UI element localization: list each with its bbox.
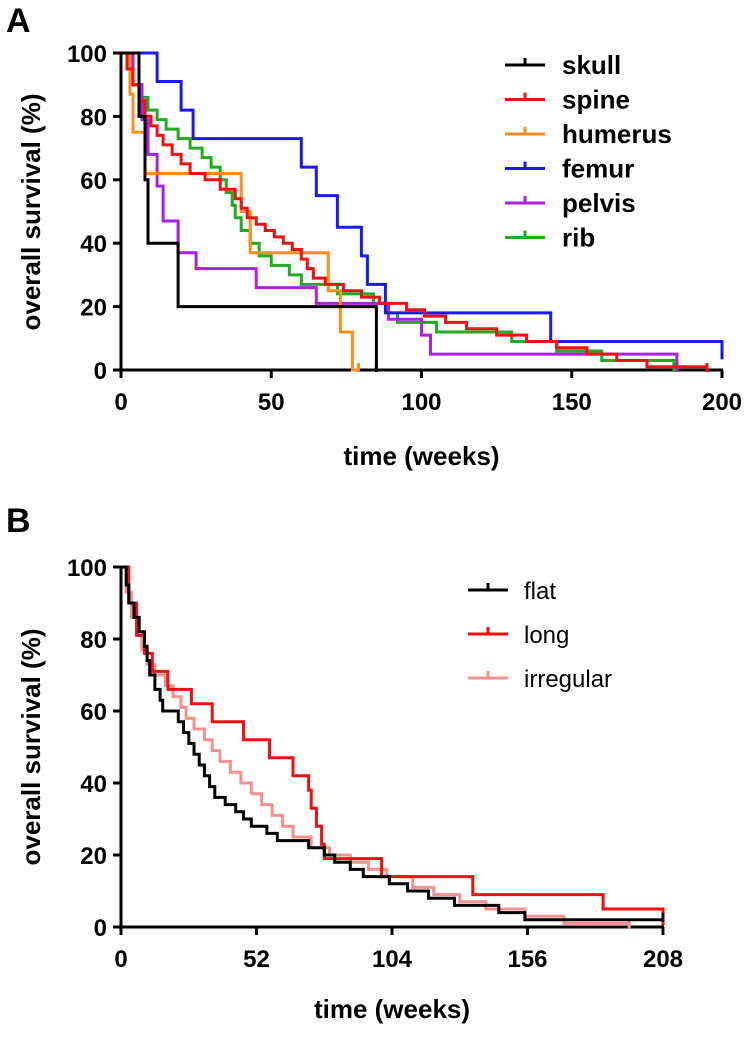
y-tick-label: 20 <box>80 843 107 870</box>
y-axis-title: overall survival (%) <box>16 94 46 331</box>
legend-label: humerus <box>562 119 672 149</box>
series-line-flat <box>121 565 663 922</box>
x-tick-label: 150 <box>552 389 592 416</box>
panel-a: A 0 50 100 150 200 0 20 40 60 80 100 time (weeks) ove… <box>6 2 742 471</box>
y-tick-label: 100 <box>67 41 107 68</box>
series-line-femur <box>121 51 724 358</box>
legend-item-humerus: humerus <box>505 119 672 149</box>
x-tick-label: 0 <box>114 389 127 416</box>
series-line-spine <box>121 51 709 370</box>
series-line-rib <box>121 51 676 370</box>
legend-label: pelvis <box>562 188 636 218</box>
y-tick-label: 40 <box>80 771 107 798</box>
legend-label: flat <box>524 578 556 605</box>
y-tick-label: 60 <box>80 699 107 726</box>
legend-item-long: long <box>468 622 569 649</box>
x-axis-title: time (weeks) <box>314 994 470 1024</box>
y-tick-label: 80 <box>80 627 107 654</box>
legend-label: skull <box>562 50 621 80</box>
y-tick-label: 0 <box>94 915 107 942</box>
y-tick-label: 40 <box>80 231 107 258</box>
y-axis-title: overall survival (%) <box>16 629 46 866</box>
x-tick-label: 100 <box>401 389 441 416</box>
legend-item-femur: femur <box>505 154 634 184</box>
x-tick-label: 104 <box>372 946 413 973</box>
panel-letter: A <box>6 2 31 40</box>
x-axis-title: time (weeks) <box>343 441 499 471</box>
legend-label: rib <box>562 223 595 253</box>
legend-label: long <box>524 622 569 649</box>
series-line-skull <box>121 51 378 370</box>
legend-item-spine: spine <box>505 85 630 115</box>
y-tick-label: 0 <box>94 358 107 385</box>
x-tick-label: 208 <box>643 946 683 973</box>
series-line-long <box>121 565 665 924</box>
x-tick-label: 52 <box>243 946 270 973</box>
y-tick-label: 100 <box>67 555 107 582</box>
x-tick-label: 200 <box>702 389 742 416</box>
x-tick-label: 50 <box>258 389 285 416</box>
legend-item-rib: rib <box>505 223 595 253</box>
x-tick-label: 0 <box>114 946 127 973</box>
legend-item-pelvis: pelvis <box>505 188 636 218</box>
x-tick-label: 156 <box>507 946 547 973</box>
panel-b: B 0 52 104 156 208 0 20 40 60 80 100 time (weeks) ove… <box>6 502 683 1024</box>
y-tick-label: 60 <box>80 168 107 195</box>
panel-letter: B <box>6 502 31 540</box>
legend-label: spine <box>562 85 630 115</box>
series-line-humerus <box>121 51 359 372</box>
legend-item-flat: flat <box>468 578 556 605</box>
legend-item-irregular: irregular <box>468 666 612 693</box>
series-line-irregular <box>121 565 631 927</box>
y-tick-label: 80 <box>80 104 107 131</box>
legend-item-skull: skull <box>505 50 621 80</box>
legend-label: femur <box>562 154 634 184</box>
legend-label: irregular <box>524 666 612 693</box>
y-tick-label: 20 <box>80 295 107 322</box>
